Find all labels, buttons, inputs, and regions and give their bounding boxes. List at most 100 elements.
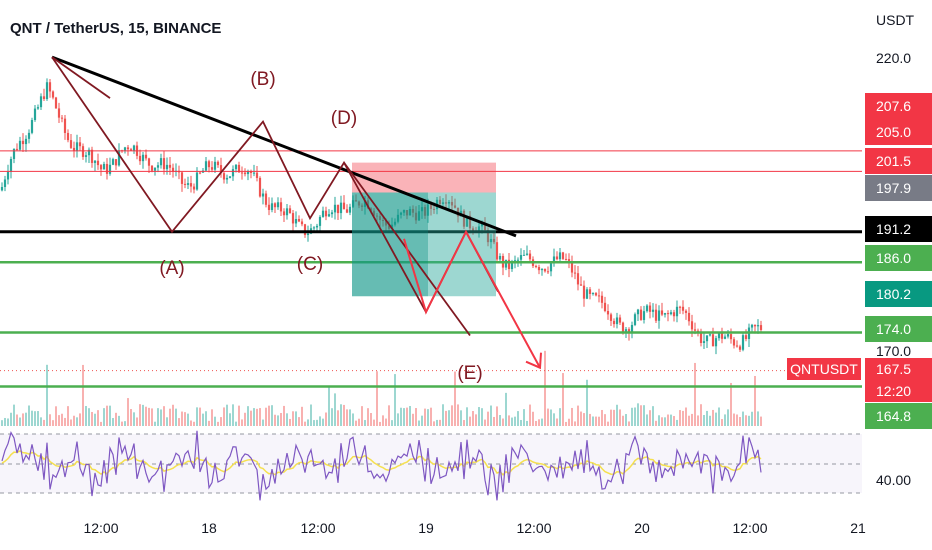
candle (192, 183, 196, 194)
candle-body (333, 204, 337, 213)
candle-body (375, 215, 379, 217)
drawings-layer[interactable]: (A) (B) (C) (D) (E) (51, 55, 542, 384)
candle-body (51, 91, 55, 98)
price-axis-unit: USDT (876, 12, 915, 28)
candle (15, 143, 19, 151)
candle-body (21, 140, 25, 145)
volume-bar (520, 419, 522, 426)
candle-body (411, 208, 415, 213)
candle-body (558, 252, 562, 260)
position-tool[interactable] (352, 162, 496, 297)
volume-bar (439, 419, 441, 426)
candle (57, 102, 61, 123)
stop-loss-zone[interactable] (352, 162, 496, 193)
volume-bar (133, 412, 135, 426)
volume-bar (334, 393, 336, 426)
candle (468, 211, 472, 234)
candle (372, 208, 376, 217)
candle-body (639, 309, 643, 320)
volume-bar (190, 420, 192, 426)
volume-bar (685, 407, 687, 426)
candle-body (324, 210, 328, 217)
price-badge-191-2: 191.2 (865, 216, 932, 242)
candle-body (252, 172, 256, 174)
y-tick-220: 220.0 (876, 50, 911, 66)
candle (534, 264, 538, 269)
volume-bar (205, 411, 207, 426)
candle-body (609, 314, 613, 321)
candle (639, 306, 643, 321)
candle (549, 262, 553, 277)
candle-body (87, 149, 91, 156)
candle-body (6, 171, 10, 180)
candle-body (564, 258, 568, 260)
candle (507, 253, 511, 278)
candle (588, 287, 592, 300)
candle-body (60, 117, 64, 119)
candle-body (399, 212, 403, 215)
candle-body (723, 336, 727, 339)
candle (321, 206, 325, 218)
candle (675, 300, 679, 323)
candle-body (42, 96, 46, 99)
candle-body (168, 164, 172, 168)
volume-bar (589, 413, 591, 426)
candle (633, 312, 637, 327)
candle (42, 88, 46, 101)
volume-bar (262, 419, 264, 426)
volume-bar (463, 420, 465, 426)
volume-bar (328, 385, 330, 426)
projection-path[interactable] (403, 229, 541, 369)
candle-body (126, 147, 130, 150)
candle-body (267, 204, 271, 211)
volume-bar (760, 416, 762, 426)
volume-bar (538, 419, 540, 426)
candle-body (708, 334, 712, 336)
candle (645, 304, 649, 313)
candle-body (519, 255, 523, 260)
candle-body (750, 324, 754, 328)
candle-body (444, 202, 448, 204)
candle-body (282, 211, 286, 216)
candle-body (129, 149, 133, 151)
volume-bar (730, 382, 732, 426)
price-badge-201-5: 201.5 (865, 148, 932, 174)
volume-bar (517, 411, 519, 426)
candle (666, 310, 670, 322)
candle-body (0, 186, 4, 191)
candle-body (756, 325, 760, 327)
resistance-trendline[interactable] (51, 55, 517, 238)
volume-bar (1, 420, 3, 426)
volume-bar (709, 415, 711, 426)
volume-bar (445, 410, 447, 426)
candle-body (672, 312, 676, 317)
candle (738, 344, 742, 352)
candle-body (3, 179, 7, 187)
price-badge-bg (865, 93, 932, 119)
volume-bar (391, 420, 393, 426)
candle-body (132, 145, 136, 151)
candle-body (681, 306, 685, 311)
candle-body (141, 154, 145, 162)
volume-bar (151, 408, 153, 426)
candle (48, 78, 52, 98)
candle (414, 206, 418, 224)
candle-body (471, 228, 475, 231)
candle-body (546, 271, 550, 273)
candle (333, 196, 337, 220)
volume-bar (313, 420, 315, 426)
candle-body (651, 309, 655, 312)
volume-bar (673, 416, 675, 426)
volume-bar (187, 413, 189, 426)
candle-body (240, 172, 244, 174)
volume-bar (679, 410, 681, 426)
candle (126, 144, 130, 156)
candle-body (510, 261, 514, 270)
volume-bar (718, 407, 720, 426)
candle (123, 146, 127, 154)
candle (27, 129, 31, 144)
volume-bar (394, 374, 396, 426)
volume-bar (745, 415, 747, 426)
candle-body (102, 163, 106, 170)
